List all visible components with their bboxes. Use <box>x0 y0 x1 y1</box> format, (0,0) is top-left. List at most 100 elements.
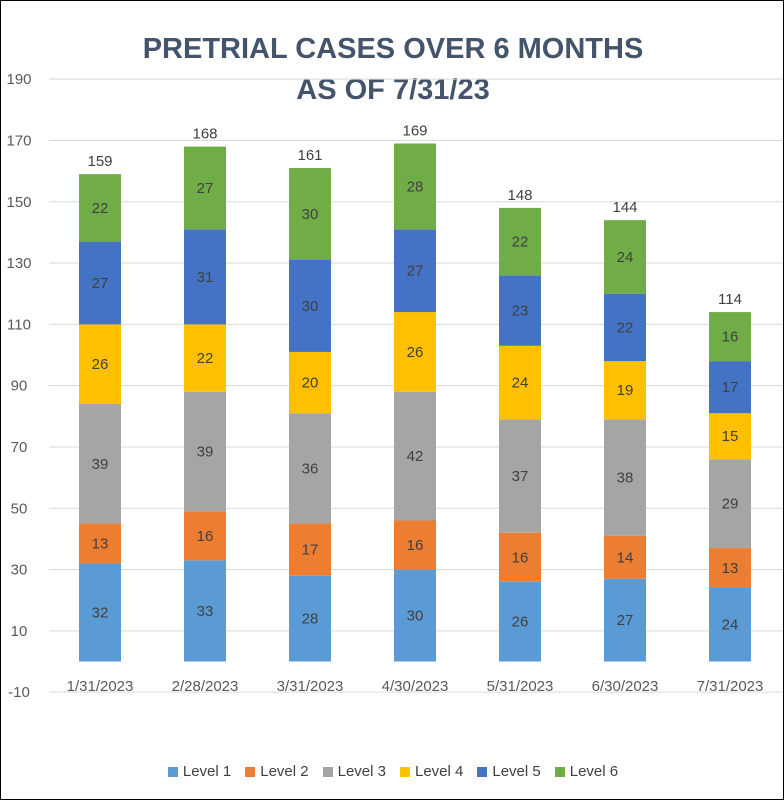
x-tick-label: 4/30/2023 <box>382 678 449 695</box>
x-tick-label: 5/31/2023 <box>487 678 554 695</box>
data-label: 30 <box>407 608 424 625</box>
bar-segment-level-1 <box>289 575 331 662</box>
chart-title-line-1: PRETRIAL CASES OVER 6 MONTHS <box>142 33 644 65</box>
bar-segment-level-6 <box>709 312 751 362</box>
y-tick-label: 130 <box>6 255 31 272</box>
data-label: 27 <box>197 180 214 197</box>
data-label: 39 <box>92 456 109 473</box>
bar-segment-level-5 <box>79 241 121 325</box>
bar-segment-level-5 <box>289 259 331 352</box>
bar-segment-level-4 <box>184 324 226 392</box>
data-label: 26 <box>512 614 529 631</box>
data-label: 33 <box>197 603 214 620</box>
y-tick-label: 70 <box>11 439 28 456</box>
total-label: 144 <box>612 199 637 216</box>
bar-segment-level-5 <box>184 229 226 325</box>
data-label: 16 <box>512 549 529 566</box>
legend-label: Level 2 <box>260 763 309 780</box>
legend-swatch <box>167 766 178 777</box>
total-label: 161 <box>297 147 322 164</box>
data-label: 17 <box>722 379 739 396</box>
data-label: 37 <box>512 468 529 485</box>
legend-label: Level 3 <box>337 763 386 780</box>
bar-segment-level-5 <box>394 229 436 313</box>
data-label: 30 <box>302 298 319 315</box>
data-label: 16 <box>197 528 214 545</box>
data-label: 19 <box>617 382 634 399</box>
legend-swatch <box>400 766 410 777</box>
bar-segment-level-3 <box>394 391 436 521</box>
total-label: 169 <box>402 123 427 140</box>
data-label: 36 <box>302 460 319 477</box>
data-label: 42 <box>407 448 424 465</box>
bar-segment-level-3 <box>184 391 226 512</box>
bar-segment-level-1 <box>394 569 436 662</box>
total-label: 168 <box>192 126 217 143</box>
y-tick-label: -10 <box>8 684 30 701</box>
legend-swatch <box>477 766 488 777</box>
legend-item: Level 3 <box>322 763 386 780</box>
data-label: 15 <box>722 428 739 445</box>
bar-segment-level-2 <box>289 523 331 576</box>
legend-label: Level 5 <box>492 763 541 780</box>
data-label: 16 <box>722 329 739 346</box>
bar-segment-level-2 <box>184 511 226 561</box>
data-label: 22 <box>512 234 529 251</box>
bar-segment-level-6 <box>79 174 121 242</box>
data-label: 20 <box>302 375 319 392</box>
y-tick-label: 190 <box>6 71 31 88</box>
data-label: 22 <box>92 200 109 217</box>
x-tick-label: 7/31/2023 <box>697 678 764 695</box>
x-tick-label: 1/31/2023 <box>67 678 134 695</box>
bar-segment-level-4 <box>499 345 541 420</box>
total-label: 114 <box>718 291 742 308</box>
data-label: 39 <box>197 444 214 461</box>
y-tick-label: 150 <box>6 194 31 211</box>
bar-segment-level-1 <box>709 587 751 662</box>
x-tick-label: 3/31/2023 <box>277 678 344 695</box>
total-label: 159 <box>87 153 112 170</box>
data-label: 31 <box>197 269 214 286</box>
data-label: 24 <box>722 617 739 634</box>
y-tick-label: 10 <box>11 623 28 640</box>
bar-segment-level-1 <box>604 578 646 662</box>
data-label: 13 <box>722 560 739 577</box>
bar-segment-level-6 <box>604 220 646 294</box>
bar-segment-level-4 <box>79 324 121 405</box>
bar-segment-level-3 <box>604 419 646 536</box>
y-tick-label: 50 <box>11 500 28 517</box>
y-tick-label: 90 <box>11 378 28 395</box>
bar-segment-level-6 <box>499 207 541 276</box>
legend-item: Level 2 <box>245 763 309 780</box>
data-label: 14 <box>617 549 634 566</box>
bar-segment-level-4 <box>604 361 646 420</box>
bar-segment-level-6 <box>184 146 226 230</box>
y-tick-label: 30 <box>11 562 28 579</box>
bar-segment-level-5 <box>604 293 646 362</box>
bar-segment-level-1 <box>184 560 226 662</box>
data-label: 22 <box>197 350 214 367</box>
bar-segment-level-2 <box>394 520 436 570</box>
bar-segment-level-4 <box>289 351 331 414</box>
legend-item: Level 1 <box>167 763 232 780</box>
y-tick-label: 110 <box>7 316 31 333</box>
legend-label: Level 1 <box>182 763 232 780</box>
data-label: 32 <box>92 604 109 621</box>
bar-segment-level-3 <box>289 413 331 524</box>
legend-item: Level 5 <box>477 763 541 780</box>
bar-segment-level-4 <box>394 312 436 392</box>
data-label: 26 <box>92 356 109 373</box>
bar-segment-level-2 <box>499 532 541 582</box>
total-label: 148 <box>507 187 532 204</box>
bar-segment-level-6 <box>394 143 436 230</box>
data-label: 23 <box>512 303 529 320</box>
data-label: 17 <box>302 542 319 559</box>
bar-segment-level-1 <box>499 581 541 662</box>
legend-label: Level 6 <box>569 763 619 780</box>
bar-segment-level-2 <box>79 523 121 564</box>
x-tick-label: 2/28/2023 <box>172 678 239 695</box>
data-label: 13 <box>92 535 109 552</box>
legend-swatch <box>322 766 333 777</box>
